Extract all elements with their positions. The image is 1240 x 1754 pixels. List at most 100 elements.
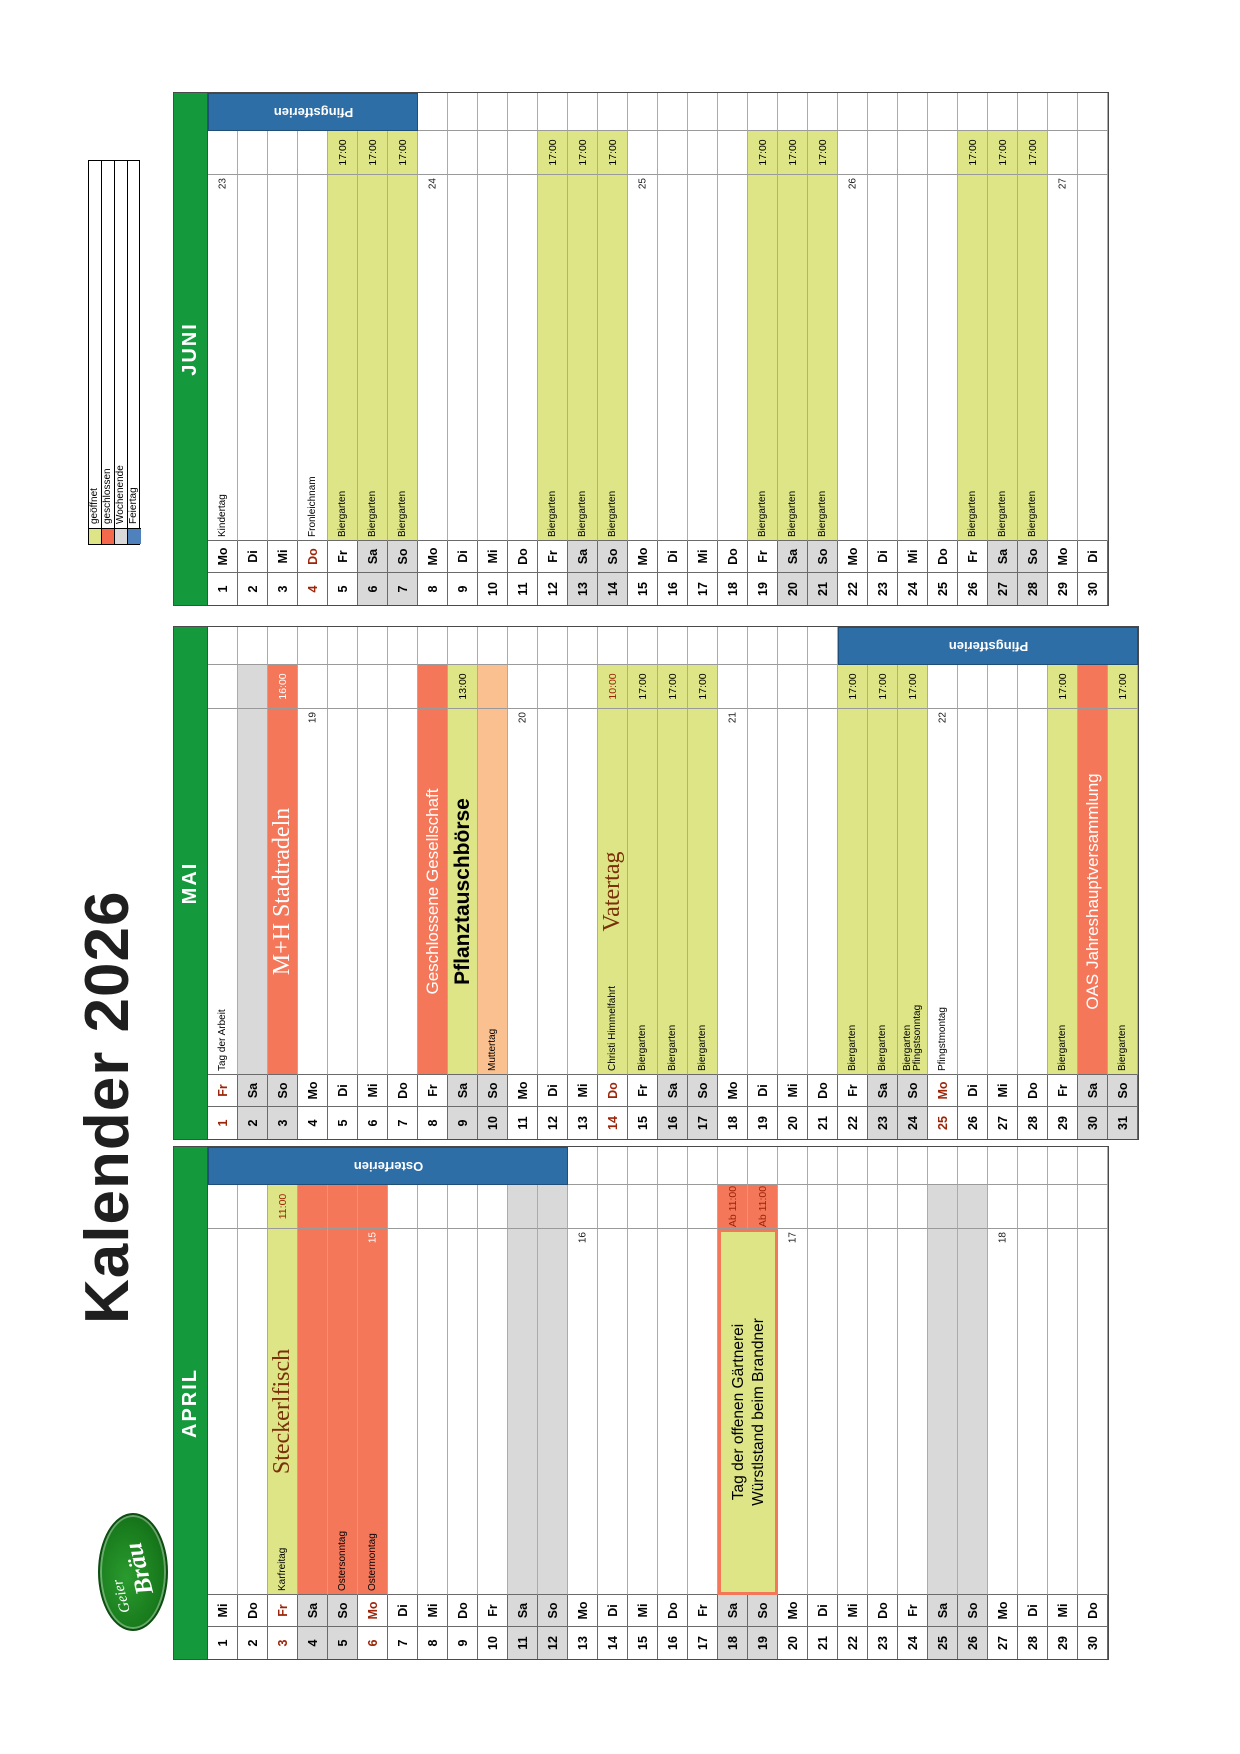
weekday-cell: Fr (478, 1595, 508, 1627)
calendar-week-number: 16 (577, 1232, 588, 1244)
calendar-week-number: 23 (217, 178, 228, 190)
weekday-label: Do (605, 1082, 620, 1099)
time-value: 11:00 (276, 1193, 289, 1220)
time-cell (448, 1185, 478, 1229)
day-number-cell: 19 (748, 1107, 778, 1139)
event-title: M+H Stadtradeln (268, 709, 297, 1074)
day-number-cell: 15 (628, 1627, 658, 1659)
band-cell (418, 627, 448, 665)
day-number-cell: 8 (418, 573, 448, 605)
weekday-label: Sa (455, 1082, 470, 1099)
day-number-cell: 11 (508, 1107, 538, 1139)
day-number-cell: 1 (208, 1627, 238, 1659)
event-cell: Biergarten (628, 709, 658, 1075)
legend: geöffnet geschlossen Wochenende Feiertag (88, 160, 141, 545)
day-number: 7 (395, 1639, 410, 1647)
calendar-week-number: 17 (787, 1232, 798, 1244)
time-value: Ab 11:00 (756, 1185, 769, 1228)
event-cell: OAS Jahreshauptversammlung (1078, 709, 1108, 1075)
day-number-cell: 11 (508, 573, 538, 605)
event-label: Biergarten (966, 490, 978, 537)
day-number: 24 (905, 582, 920, 596)
weekday-cell: Do (868, 1595, 898, 1627)
event-label: Christi Himmelfahrt (606, 985, 618, 1071)
day-number-cell: 20 (778, 573, 808, 605)
weekday-cell: Fr (328, 541, 358, 573)
weekday-label: Fr (335, 550, 350, 563)
event-cell: Biergarten (748, 175, 778, 541)
weekday-cell: Sa (568, 541, 598, 573)
time-cell: 17:00 (1048, 665, 1078, 709)
day-number-cell: 16 (658, 1107, 688, 1139)
day-number-cell: 18 (718, 1627, 748, 1659)
day-number: 29 (1055, 1116, 1070, 1130)
event-cell: Biergarten (778, 175, 808, 541)
event-labels: Biergarten Pfingstsonntag (898, 1005, 927, 1071)
event-label: Ostermontag (366, 1533, 378, 1591)
event-cell (928, 1229, 958, 1595)
time-cell (208, 1185, 238, 1229)
day-number: 24 (905, 1636, 920, 1650)
event-cell: Ostermontag 15 (358, 1229, 388, 1595)
day-number-cell: 22 (838, 1107, 868, 1139)
band-cell (718, 93, 748, 131)
event-cell (868, 175, 898, 541)
day-number: 18 (725, 582, 740, 596)
weekday-label: Fr (965, 550, 980, 563)
weekday-label: Mi (215, 1603, 230, 1618)
weekday-label: Fr (1055, 1084, 1070, 1097)
event-cell: Biergarten (988, 175, 1018, 541)
event-cell: 20 (508, 709, 538, 1075)
event-cell: Fronleichnam (298, 175, 328, 541)
event-label: Muttertag (486, 1028, 498, 1071)
weekday-cell: Di (1078, 541, 1108, 573)
weekday-label: Sa (785, 548, 800, 565)
band-cell (538, 93, 568, 131)
weekday-label: Mi (1055, 1603, 1070, 1618)
event-cell: Biergarten (658, 709, 688, 1075)
time-cell (298, 665, 328, 709)
calendar-week-number: 19 (307, 712, 318, 724)
event-cell: 16 (568, 1229, 598, 1595)
time-cell (478, 1185, 508, 1229)
event-cell: Biergarten (1048, 709, 1078, 1075)
band-cell (958, 1147, 988, 1185)
weekday-cell: Mo (928, 1075, 958, 1107)
band-cell (808, 627, 838, 665)
event-cell (358, 709, 388, 1075)
day-number-cell: 9 (448, 1107, 478, 1139)
event-label-2: Pfingstsonntag (911, 1004, 923, 1071)
day-number: 25 (935, 1636, 950, 1650)
calendar-week-number: 22 (937, 712, 948, 724)
day-number: 27 (995, 582, 1010, 596)
weekday-label: Sa (365, 548, 380, 565)
event-label: Biergarten (756, 490, 768, 537)
weekday-label: Mi (575, 1083, 590, 1098)
time-cell: 10:00 (598, 665, 628, 709)
event-cell: Biergarten (1018, 175, 1048, 541)
time-value: 17:00 (336, 139, 349, 166)
day-number-cell: 15 (628, 1107, 658, 1139)
weekday-label: Di (875, 550, 890, 563)
day-number-cell: 23 (868, 1107, 898, 1139)
weekday-label: Di (965, 1084, 980, 1097)
weekday-cell: So (748, 1595, 778, 1627)
weekday-cell: So (478, 1075, 508, 1107)
weekday-cell: Sa (868, 1075, 898, 1107)
day-number-cell: 26 (958, 1627, 988, 1659)
event-cell (898, 1229, 928, 1595)
event-label: Biergarten (1026, 490, 1038, 537)
band-cell (268, 627, 298, 665)
school-holiday-band: Pfingstferien (838, 627, 1138, 665)
weekday-cell: So (898, 1075, 928, 1107)
event-label: Biergarten (606, 490, 618, 537)
event-cell: M+H Stadtradeln (268, 709, 298, 1075)
time-cell (358, 665, 388, 709)
event-cell (958, 1229, 988, 1595)
time-cell (538, 1185, 568, 1229)
weekday-cell: Do (448, 1595, 478, 1627)
time-value: 17:00 (906, 673, 919, 700)
weekday-cell: So (328, 1595, 358, 1627)
event-labels: Biergarten (568, 491, 597, 537)
